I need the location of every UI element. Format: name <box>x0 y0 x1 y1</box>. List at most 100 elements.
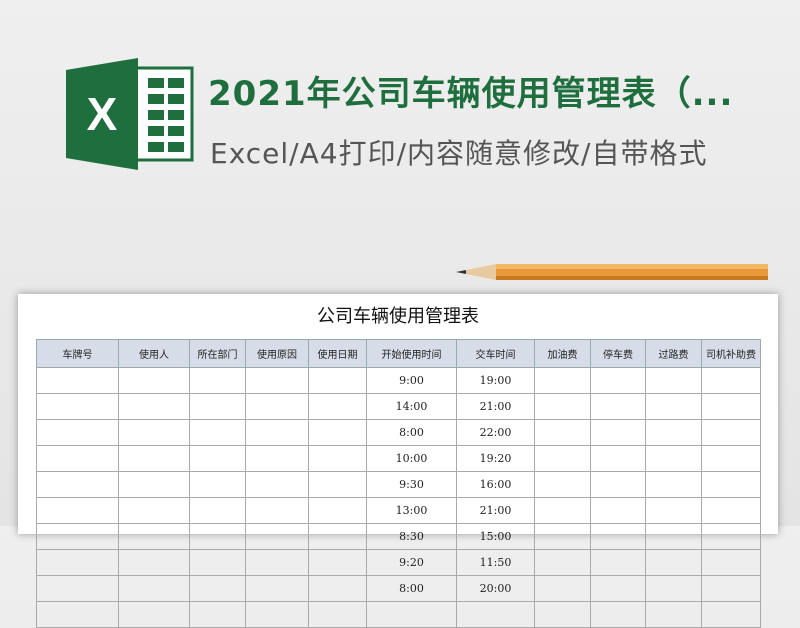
table-cell[interactable]: 19:00 <box>456 367 535 394</box>
table-cell[interactable] <box>118 575 190 602</box>
table-cell[interactable] <box>534 471 591 498</box>
table-cell[interactable] <box>118 445 190 472</box>
table-cell[interactable] <box>189 419 246 446</box>
table-cell[interactable]: 10:00 <box>366 445 457 472</box>
table-cell[interactable] <box>189 497 246 524</box>
table-cell[interactable] <box>590 445 646 472</box>
table-cell[interactable] <box>36 367 119 394</box>
table-cell[interactable]: 16:00 <box>456 471 535 498</box>
table-cell[interactable] <box>308 601 367 628</box>
table-cell[interactable]: 21:00 <box>456 393 535 420</box>
table-cell[interactable]: 8:00 <box>366 575 457 602</box>
table-cell[interactable]: 8:00 <box>366 419 457 446</box>
table-cell[interactable] <box>245 471 309 498</box>
table-cell[interactable] <box>590 523 646 550</box>
table-cell[interactable] <box>245 601 309 628</box>
table-cell[interactable] <box>645 419 702 446</box>
table-cell[interactable] <box>245 575 309 602</box>
table-cell[interactable] <box>189 471 246 498</box>
table-cell[interactable] <box>534 419 591 446</box>
table-cell[interactable]: 14:00 <box>366 393 457 420</box>
table-cell[interactable] <box>534 497 591 524</box>
table-cell[interactable] <box>36 549 119 576</box>
table-cell[interactable]: 15:00 <box>456 523 535 550</box>
table-cell[interactable] <box>118 601 190 628</box>
table-cell[interactable] <box>645 445 702 472</box>
table-cell[interactable] <box>245 523 309 550</box>
table-cell[interactable] <box>701 367 761 394</box>
table-cell[interactable] <box>701 575 761 602</box>
table-cell[interactable]: 8:30 <box>366 523 457 550</box>
table-cell[interactable]: 9:20 <box>366 549 457 576</box>
table-cell[interactable] <box>701 549 761 576</box>
table-cell[interactable] <box>245 419 309 446</box>
table-cell[interactable] <box>701 393 761 420</box>
table-cell[interactable] <box>534 523 591 550</box>
table-cell[interactable] <box>590 497 646 524</box>
table-cell[interactable] <box>308 367 367 394</box>
table-cell[interactable] <box>36 601 119 628</box>
table-cell[interactable] <box>308 575 367 602</box>
table-cell[interactable] <box>189 393 246 420</box>
table-cell[interactable] <box>534 445 591 472</box>
table-cell[interactable] <box>308 471 367 498</box>
table-cell[interactable] <box>701 445 761 472</box>
table-cell[interactable]: 9:30 <box>366 471 457 498</box>
table-cell[interactable] <box>645 367 702 394</box>
table-cell[interactable]: 11:50 <box>456 549 535 576</box>
table-cell[interactable] <box>366 601 457 628</box>
table-cell[interactable] <box>308 523 367 550</box>
table-cell[interactable]: 21:00 <box>456 497 535 524</box>
table-cell[interactable] <box>645 393 702 420</box>
table-cell[interactable] <box>590 419 646 446</box>
table-cell[interactable] <box>534 601 591 628</box>
table-cell[interactable] <box>189 445 246 472</box>
table-cell[interactable] <box>701 497 761 524</box>
table-cell[interactable] <box>245 549 309 576</box>
table-cell[interactable] <box>118 549 190 576</box>
table-cell[interactable] <box>645 601 702 628</box>
table-cell[interactable] <box>456 601 535 628</box>
table-cell[interactable] <box>308 497 367 524</box>
table-cell[interactable] <box>534 393 591 420</box>
table-cell[interactable] <box>645 471 702 498</box>
table-cell[interactable] <box>36 575 119 602</box>
table-cell[interactable] <box>308 445 367 472</box>
table-cell[interactable] <box>308 393 367 420</box>
table-cell[interactable] <box>701 471 761 498</box>
table-cell[interactable] <box>701 601 761 628</box>
table-cell[interactable] <box>645 549 702 576</box>
table-cell[interactable] <box>189 523 246 550</box>
table-cell[interactable] <box>245 367 309 394</box>
table-cell[interactable] <box>189 367 246 394</box>
table-cell[interactable] <box>118 367 190 394</box>
table-cell[interactable]: 20:00 <box>456 575 535 602</box>
table-cell[interactable] <box>245 445 309 472</box>
table-cell[interactable] <box>36 419 119 446</box>
table-cell[interactable] <box>590 367 646 394</box>
table-cell[interactable] <box>118 523 190 550</box>
table-cell[interactable] <box>645 575 702 602</box>
table-cell[interactable] <box>118 393 190 420</box>
table-cell[interactable] <box>534 367 591 394</box>
table-cell[interactable] <box>245 497 309 524</box>
table-cell[interactable] <box>701 419 761 446</box>
table-cell[interactable] <box>36 393 119 420</box>
table-cell[interactable] <box>590 549 646 576</box>
table-cell[interactable]: 9:00 <box>366 367 457 394</box>
table-cell[interactable] <box>36 497 119 524</box>
table-cell[interactable] <box>645 523 702 550</box>
table-cell[interactable]: 22:00 <box>456 419 535 446</box>
table-cell[interactable] <box>36 523 119 550</box>
table-cell[interactable]: 19:20 <box>456 445 535 472</box>
table-cell[interactable] <box>590 601 646 628</box>
table-cell[interactable] <box>534 575 591 602</box>
table-cell[interactable] <box>118 419 190 446</box>
table-cell[interactable]: 13:00 <box>366 497 457 524</box>
table-cell[interactable] <box>308 419 367 446</box>
table-cell[interactable] <box>245 393 309 420</box>
table-cell[interactable] <box>118 471 190 498</box>
table-cell[interactable] <box>189 575 246 602</box>
table-cell[interactable] <box>590 471 646 498</box>
table-cell[interactable] <box>36 445 119 472</box>
